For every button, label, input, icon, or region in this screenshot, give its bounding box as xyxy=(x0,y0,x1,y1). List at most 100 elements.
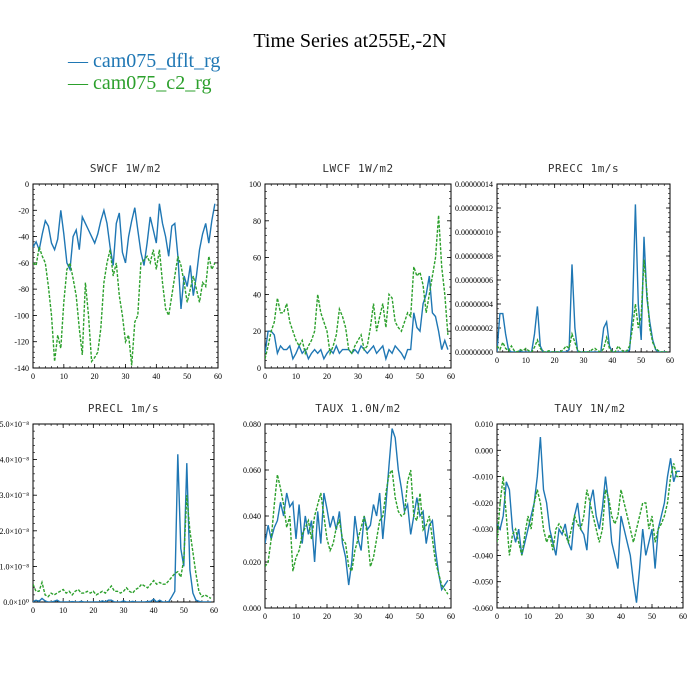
y-tick-label: 0.00000004 xyxy=(455,300,493,309)
y-tick-label: -20 xyxy=(18,206,29,215)
x-tick-label: 50 xyxy=(416,612,424,621)
series-line-c2 xyxy=(265,215,449,359)
panel-title-precl: PRECL 1m/s xyxy=(88,402,159,415)
y-tick-label: 4.0×10⁻⁸ xyxy=(0,456,29,465)
y-tick-label: -0.060 xyxy=(472,604,493,613)
y-tick-label: 0.00000012 xyxy=(455,204,493,213)
series-line-dflt xyxy=(497,437,680,603)
y-tick-label: 0.010 xyxy=(475,420,493,429)
x-tick-label: 30 xyxy=(580,356,588,365)
y-tick-label: 100 xyxy=(249,180,261,189)
x-tick-label: 60 xyxy=(666,356,674,365)
panel-title-swcf: SWCF 1W/m2 xyxy=(90,162,161,175)
legend-entry-dflt: — cam075_dflt_rg xyxy=(68,50,221,72)
panel-precl: PRECL 1m/s 0 10 20 30 40 50 60 0.0×10⁰ 1.0×10⁻⁸ 2.… xyxy=(0,402,218,615)
y-tick-label: -0.010 xyxy=(472,473,493,482)
x-tick-label: 10 xyxy=(522,356,530,365)
x-tick-label: 10 xyxy=(524,612,532,621)
x-tick-label: 40 xyxy=(150,606,158,615)
y-tick-label: -80 xyxy=(18,285,29,294)
series-line-dflt xyxy=(265,428,449,592)
x-tick-label: 50 xyxy=(183,372,191,381)
y-tick-label: 0.040 xyxy=(243,512,261,521)
x-tick-label: 0 xyxy=(263,372,267,381)
panel-tauy: TAUY 1N/m2 0 10 20 30 40 50 60 0.010 0.000 -0.010 -… xyxy=(472,402,687,621)
x-tick-label: 30 xyxy=(354,372,362,381)
x-tick-label: 30 xyxy=(122,372,130,381)
y-tick-label: -120 xyxy=(14,338,29,347)
x-tick-label: 20 xyxy=(551,356,559,365)
main-title: Time Series at255E,-2N xyxy=(253,30,447,52)
x-tick-label: 30 xyxy=(120,606,128,615)
plot-frame xyxy=(32,423,215,603)
plot-frame xyxy=(496,423,684,609)
x-tick-label: 60 xyxy=(210,606,218,615)
y-tick-label: 1.0×10⁻⁸ xyxy=(0,562,29,571)
y-tick-label: -0.020 xyxy=(472,499,493,508)
y-tick-label: 0.00000000 xyxy=(455,348,493,357)
x-tick-label: 0 xyxy=(495,612,499,621)
y-tick-label: 0.0×10⁰ xyxy=(3,598,29,607)
panel-title-lwcf: LWCF 1W/m2 xyxy=(322,162,393,175)
x-tick-label: 60 xyxy=(447,372,455,381)
x-tick-label: 10 xyxy=(292,612,300,621)
series-line-dflt xyxy=(497,204,668,352)
y-tick-label: 0.020 xyxy=(243,558,261,567)
legend-entry-c2: — cam075_c2_rg xyxy=(68,72,212,94)
x-tick-label: 40 xyxy=(385,612,393,621)
panel-precc: PRECC 1m/s 0 10 20 30 40 50 60 0.00000000 0.00000… xyxy=(455,162,674,365)
y-tick-label: 0.00000008 xyxy=(455,252,493,261)
y-tick-label: -0.040 xyxy=(472,551,493,560)
x-tick-label: 20 xyxy=(89,606,97,615)
series-line-c2 xyxy=(33,495,212,600)
x-tick-label: 40 xyxy=(608,356,616,365)
y-tick-label: 0.060 xyxy=(243,466,261,475)
x-tick-label: 40 xyxy=(152,372,160,381)
y-tick-label: -40 xyxy=(18,233,29,242)
x-tick-label: 60 xyxy=(214,372,222,381)
y-tick-label: 2.0×10⁻⁸ xyxy=(0,527,29,536)
x-tick-label: 20 xyxy=(323,612,331,621)
x-tick-label: 10 xyxy=(59,606,67,615)
series-line-c2 xyxy=(33,246,216,366)
y-tick-label: -0.050 xyxy=(472,578,493,587)
y-tick-label: 40 xyxy=(253,290,261,299)
y-tick-label: 80 xyxy=(253,217,261,226)
x-tick-label: 40 xyxy=(617,612,625,621)
series-line-dflt xyxy=(265,275,449,362)
x-tick-label: 50 xyxy=(648,612,656,621)
panel-title-precc: PRECC 1m/s xyxy=(548,162,619,175)
y-tick-label: -100 xyxy=(14,311,29,320)
y-tick-label: 3.0×10⁻⁸ xyxy=(0,491,29,500)
y-tick-label: 0 xyxy=(257,364,261,373)
y-tick-label: 0.00000006 xyxy=(455,276,493,285)
x-tick-label: 50 xyxy=(637,356,645,365)
series-line-dflt xyxy=(33,454,211,602)
x-tick-label: 60 xyxy=(447,612,455,621)
series-line-c2 xyxy=(497,259,668,352)
x-tick-label: 20 xyxy=(91,372,99,381)
x-tick-label: 10 xyxy=(60,372,68,381)
y-tick-label: 0.00000002 xyxy=(455,324,493,333)
y-tick-label: 5.0×10⁻⁸ xyxy=(0,420,29,429)
x-tick-label: 50 xyxy=(416,372,424,381)
x-tick-label: 30 xyxy=(354,612,362,621)
y-tick-label: 20 xyxy=(253,327,261,336)
x-tick-label: 30 xyxy=(586,612,594,621)
panel-title-tauy: TAUY 1N/m2 xyxy=(554,402,625,415)
y-tick-label: -140 xyxy=(14,364,29,373)
x-tick-label: 0 xyxy=(31,372,35,381)
y-tick-label: 0.080 xyxy=(243,420,261,429)
series-line-dflt xyxy=(33,203,216,309)
panel-title-taux: TAUX 1.0N/m2 xyxy=(315,402,400,415)
y-tick-label: -60 xyxy=(18,259,29,268)
x-tick-label: 0 xyxy=(495,356,499,365)
panel-lwcf: LWCF 1W/m2 0 10 20 30 40 50 60 0 20 40 60 80 100 xyxy=(249,162,455,381)
y-tick-label: 0.00000010 xyxy=(455,228,493,237)
x-tick-label: 0 xyxy=(263,612,267,621)
x-tick-label: 60 xyxy=(679,612,687,621)
x-tick-label: 0 xyxy=(31,606,35,615)
x-tick-label: 20 xyxy=(555,612,563,621)
y-tick-label: -0.030 xyxy=(472,525,493,534)
